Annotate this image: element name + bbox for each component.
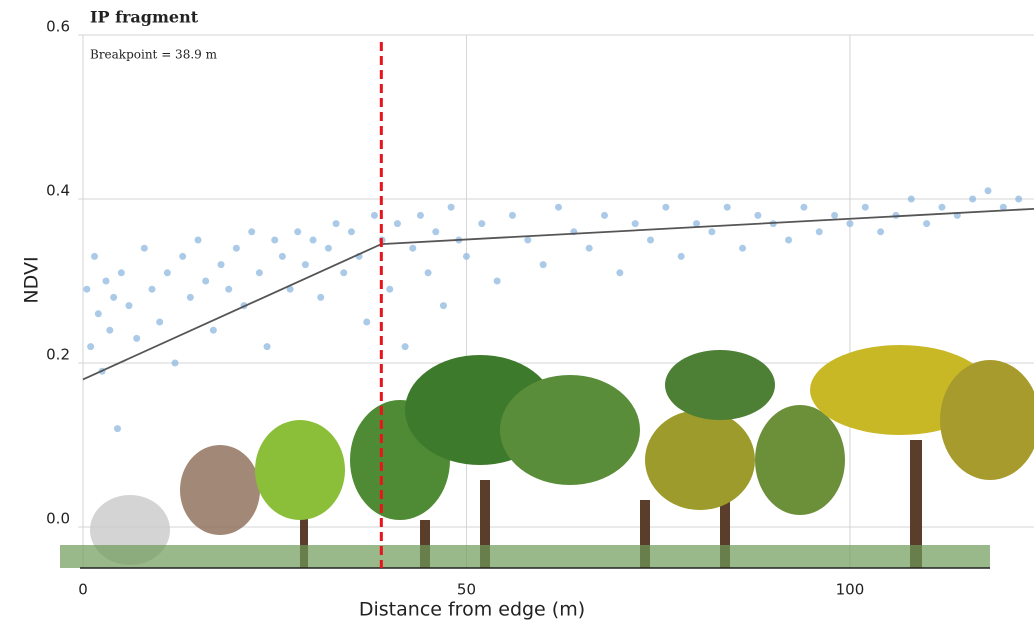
scatter-point: [862, 204, 869, 211]
scatter-point: [317, 294, 324, 301]
scatter-point: [724, 204, 731, 211]
scatter-point: [149, 286, 156, 293]
scatter-point: [394, 220, 401, 227]
x-axis-label: Distance from edge (m): [359, 599, 585, 621]
scatter-point: [118, 269, 125, 276]
scatter-point: [923, 220, 930, 227]
scatter-point: [210, 327, 217, 334]
scatter-point: [632, 220, 639, 227]
scatter-point: [363, 319, 370, 326]
scatter-point: [708, 228, 715, 235]
scatter-point: [846, 220, 853, 227]
scatter-point: [91, 253, 98, 260]
scatter-point: [647, 237, 654, 244]
scatter-point: [524, 237, 531, 244]
annotation: Breakpoint = 38.9 m: [90, 48, 218, 62]
scatter-point: [586, 245, 593, 252]
scatter-point: [969, 196, 976, 203]
scatter-point: [95, 310, 102, 317]
scatter-point: [402, 343, 409, 350]
scatter-point: [425, 269, 432, 276]
y-tick-label: 0.0: [46, 510, 70, 528]
scatter-point: [678, 253, 685, 260]
scatter-point: [494, 278, 501, 285]
scatter-point: [233, 245, 240, 252]
scatter-point: [785, 237, 792, 244]
scatter-point: [739, 245, 746, 252]
scatter-point: [509, 212, 516, 219]
scatter-point: [409, 245, 416, 252]
scatter-point: [106, 327, 113, 334]
scatter-point: [110, 294, 117, 301]
scatter-point: [179, 253, 186, 260]
scatter-point: [816, 228, 823, 235]
scatter-point: [264, 343, 271, 350]
scatter-point: [340, 269, 347, 276]
x-tick-label: 0: [78, 581, 88, 599]
scatter-point: [877, 228, 884, 235]
scatter-point: [908, 196, 915, 203]
scatter-point: [463, 253, 470, 260]
y-tick-label: 0.4: [46, 182, 70, 200]
forest-illustration: [60, 345, 1034, 568]
scatter-point: [555, 204, 562, 211]
scatter-point: [432, 228, 439, 235]
scatter-point: [294, 228, 301, 235]
scatter-point: [417, 212, 424, 219]
y-tick-label: 0.2: [46, 346, 70, 364]
x-tick-label: 100: [836, 581, 865, 599]
y-axis-label: NDVI: [21, 256, 43, 303]
scatter-point: [333, 220, 340, 227]
scatter-point: [248, 228, 255, 235]
scatter-point: [141, 245, 148, 252]
scatter-point: [348, 228, 355, 235]
chart-title: IP fragment: [90, 8, 199, 27]
scatter-point: [83, 286, 90, 293]
scatter-point: [87, 343, 94, 350]
scatter-point: [754, 212, 761, 219]
scatter-point: [256, 269, 263, 276]
scatter-point: [164, 269, 171, 276]
scatter-point: [440, 302, 447, 309]
scatter-point: [325, 245, 332, 252]
scatter-point: [616, 269, 623, 276]
scatter-point: [1015, 196, 1022, 203]
scatter-point: [102, 278, 109, 285]
scatter-point: [172, 360, 179, 367]
scatter-point: [448, 204, 455, 211]
scatter-point: [126, 302, 133, 309]
scatter-point: [114, 425, 121, 432]
scatter-point: [302, 261, 309, 268]
scatter-point: [601, 212, 608, 219]
scatter-point: [386, 286, 393, 293]
scatter-point: [187, 294, 194, 301]
scatter-point: [371, 212, 378, 219]
scatter-point: [195, 237, 202, 244]
scatter-point: [938, 204, 945, 211]
scatter-point: [831, 212, 838, 219]
scatter-point: [279, 253, 286, 260]
x-tick-label: 50: [457, 581, 476, 599]
chart: IP fragment Breakpoint = 38.9 m Distance…: [0, 0, 1034, 622]
scatter-point: [540, 261, 547, 268]
scatter-point: [800, 204, 807, 211]
scatter-point: [310, 237, 317, 244]
scatter-point: [478, 220, 485, 227]
scatter-point: [202, 278, 209, 285]
y-tick-label: 0.6: [46, 18, 70, 36]
scatter-point: [225, 286, 232, 293]
scatter-point: [984, 187, 991, 194]
scatter-point: [133, 335, 140, 342]
scatter-point: [156, 319, 163, 326]
scatter-point: [271, 237, 278, 244]
scatter-point: [218, 261, 225, 268]
scatter-point: [662, 204, 669, 211]
